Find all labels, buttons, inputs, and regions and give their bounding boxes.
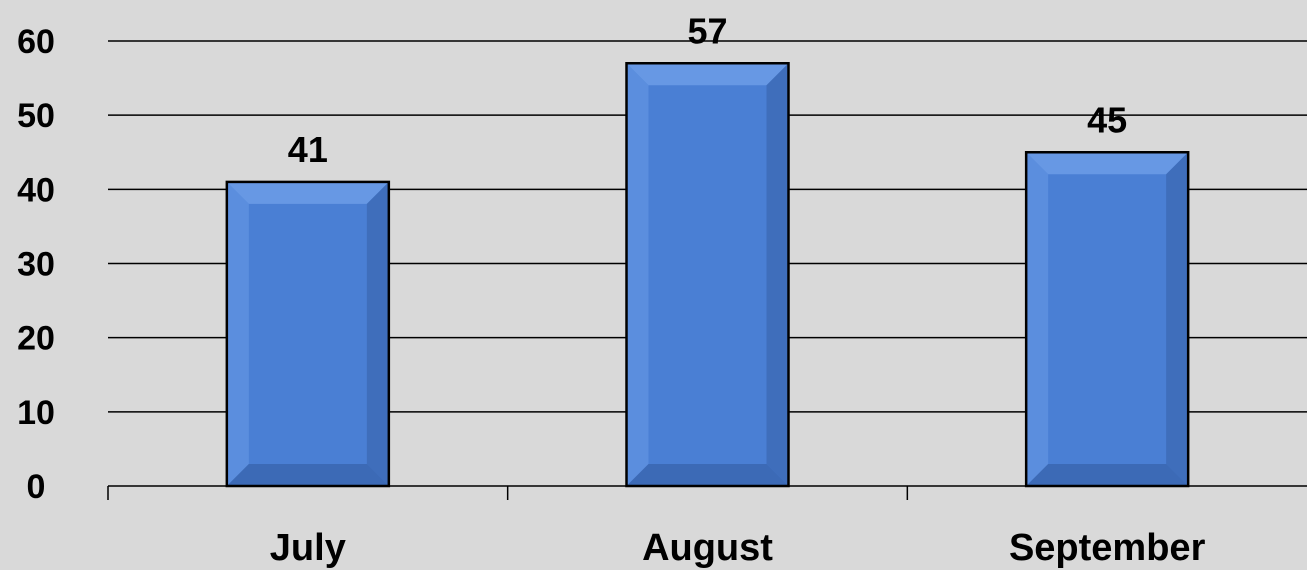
- bar-bevel-top: [1026, 152, 1189, 175]
- data-label-july: 41: [288, 129, 328, 170]
- data-label-august: 57: [687, 10, 727, 51]
- bar-body: [226, 181, 389, 486]
- data-labels: 41 57 45: [288, 10, 1127, 170]
- y-tick-label-10: 10: [17, 394, 55, 432]
- bar-september: [1024, 151, 1190, 488]
- y-tick-label-20: 20: [17, 320, 55, 358]
- bar-bevel-left: [626, 63, 649, 486]
- y-tick-label-40: 40: [17, 171, 55, 209]
- bar-august: [625, 62, 790, 488]
- x-tick-label-september: September: [1009, 527, 1206, 569]
- y-axis: 0 10 20 30 40 50 60: [17, 23, 55, 506]
- x-tick-label-august: August: [642, 527, 773, 569]
- bar-body: [626, 63, 789, 486]
- y-tick-label-60: 60: [17, 23, 55, 61]
- bar-bevel-top: [226, 181, 389, 204]
- bar-bevel-bottom: [226, 464, 389, 486]
- bar-bevel-bottom: [1026, 464, 1189, 486]
- bar-bevel-right: [366, 181, 389, 486]
- bar-bevel-top: [626, 63, 789, 86]
- y-tick-label-30: 30: [17, 246, 55, 284]
- bars: [225, 62, 1190, 488]
- bar-bevel-right: [1166, 152, 1189, 486]
- bar-bevel-left: [226, 181, 249, 486]
- bar-bevel-bottom: [626, 464, 789, 486]
- bar-border: [225, 180, 391, 488]
- bar-bevel-right: [766, 63, 789, 486]
- bar-bevel-left: [1026, 152, 1049, 486]
- x-axis: July August September: [107, 485, 1307, 569]
- data-label-september: 45: [1087, 99, 1127, 140]
- y-tick-label-50: 50: [17, 97, 55, 135]
- bar-border: [1024, 151, 1190, 488]
- y-tick-label-0: 0: [27, 468, 46, 506]
- bar-border: [625, 62, 790, 488]
- bar-july: [225, 180, 391, 488]
- x-tick-label-july: July: [270, 527, 346, 569]
- bar-body: [1026, 152, 1189, 486]
